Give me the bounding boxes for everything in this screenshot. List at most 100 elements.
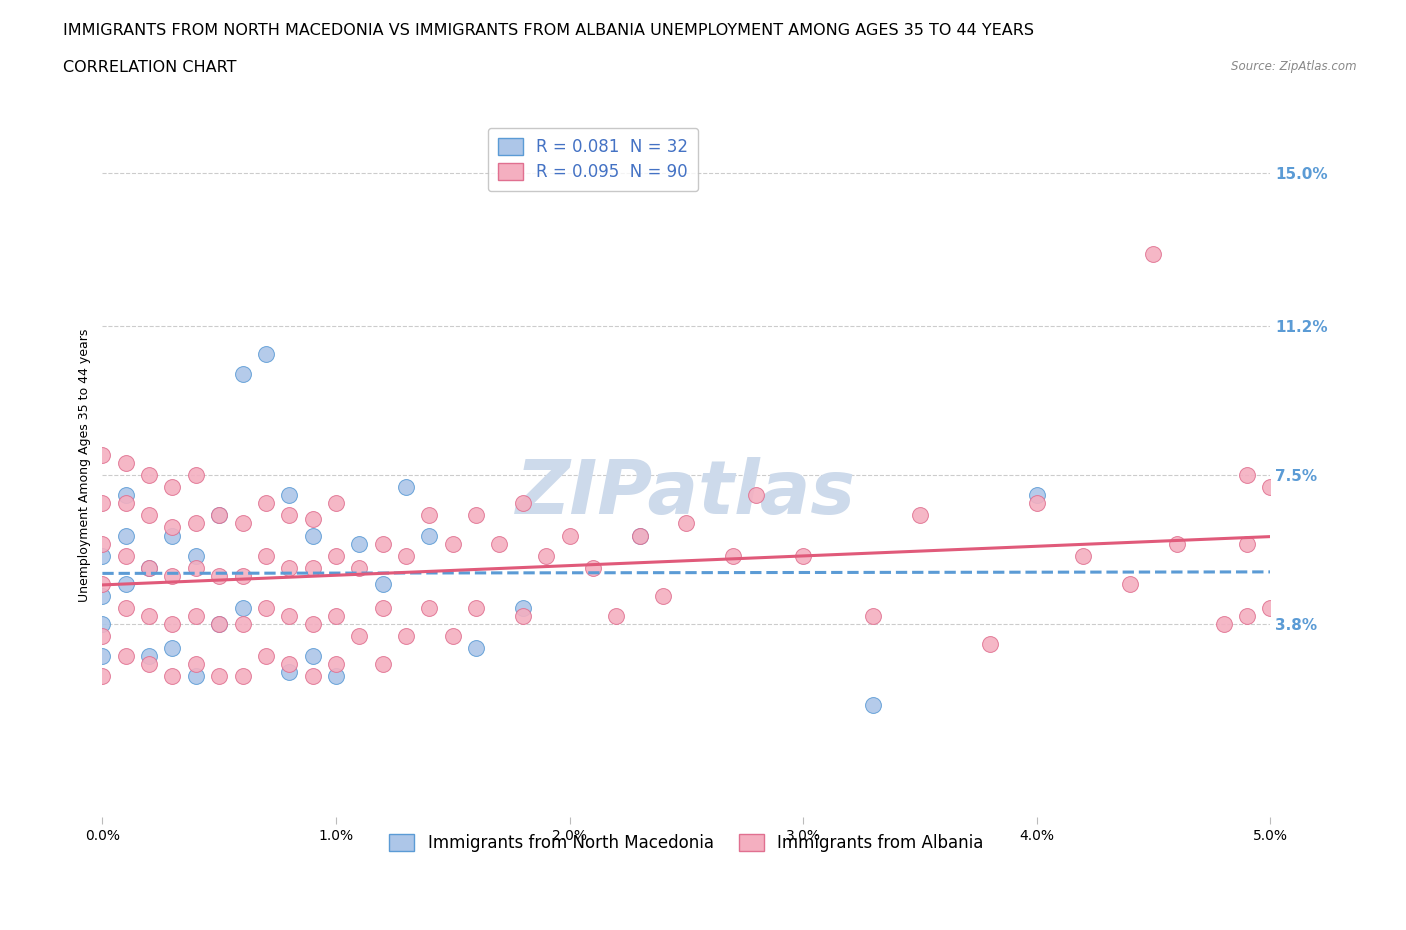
Point	[395, 480, 418, 495]
Point	[91, 496, 114, 511]
Point	[208, 617, 231, 631]
Point	[325, 657, 347, 671]
Point	[278, 508, 301, 523]
Point	[441, 629, 464, 644]
Legend: Immigrants from North Macedonia, Immigrants from Albania: Immigrants from North Macedonia, Immigra…	[382, 827, 990, 858]
Point	[371, 577, 394, 591]
Point	[138, 560, 160, 575]
Point	[441, 536, 464, 551]
Point	[675, 516, 697, 531]
Point	[1236, 468, 1258, 483]
Point	[208, 669, 231, 684]
Point	[1258, 601, 1281, 616]
Point	[325, 548, 347, 563]
Point	[1212, 617, 1234, 631]
Point	[395, 629, 418, 644]
Point	[208, 508, 231, 523]
Point	[1166, 536, 1188, 551]
Point	[184, 669, 207, 684]
Point	[325, 496, 347, 511]
Point	[91, 649, 114, 664]
Point	[745, 488, 768, 503]
Point	[325, 669, 347, 684]
Y-axis label: Unemployment Among Ages 35 to 44 years: Unemployment Among Ages 35 to 44 years	[79, 328, 91, 602]
Point	[1073, 548, 1095, 563]
Point	[162, 520, 184, 535]
Point	[534, 548, 557, 563]
Point	[628, 528, 651, 543]
Point	[652, 589, 675, 604]
Point	[628, 528, 651, 543]
Point	[162, 528, 184, 543]
Point	[184, 657, 207, 671]
Point	[301, 649, 323, 664]
Point	[138, 608, 160, 623]
Point	[301, 669, 323, 684]
Point	[231, 516, 253, 531]
Point	[371, 657, 394, 671]
Point	[1236, 608, 1258, 623]
Point	[184, 468, 207, 483]
Point	[208, 617, 231, 631]
Point	[512, 608, 534, 623]
Point	[1025, 488, 1047, 503]
Point	[91, 536, 114, 551]
Point	[138, 508, 160, 523]
Point	[114, 528, 136, 543]
Point	[371, 601, 394, 616]
Point	[184, 548, 207, 563]
Point	[162, 617, 184, 631]
Text: CORRELATION CHART: CORRELATION CHART	[63, 60, 236, 75]
Point	[114, 649, 136, 664]
Point	[325, 608, 347, 623]
Point	[138, 560, 160, 575]
Point	[231, 601, 253, 616]
Point	[278, 665, 301, 680]
Point	[162, 669, 184, 684]
Text: IMMIGRANTS FROM NORTH MACEDONIA VS IMMIGRANTS FROM ALBANIA UNEMPLOYMENT AMONG AG: IMMIGRANTS FROM NORTH MACEDONIA VS IMMIG…	[63, 23, 1035, 38]
Point	[278, 608, 301, 623]
Point	[114, 496, 136, 511]
Point	[558, 528, 581, 543]
Point	[278, 657, 301, 671]
Point	[91, 548, 114, 563]
Point	[605, 608, 627, 623]
Point	[371, 536, 394, 551]
Point	[465, 641, 488, 656]
Point	[1119, 577, 1142, 591]
Point	[138, 649, 160, 664]
Point	[91, 577, 114, 591]
Point	[1142, 246, 1164, 261]
Point	[162, 641, 184, 656]
Point	[465, 508, 488, 523]
Point	[301, 617, 323, 631]
Point	[162, 480, 184, 495]
Point	[184, 608, 207, 623]
Point	[418, 601, 440, 616]
Point	[208, 508, 231, 523]
Point	[1025, 496, 1047, 511]
Point	[488, 536, 510, 551]
Point	[465, 601, 488, 616]
Point	[184, 560, 207, 575]
Point	[138, 468, 160, 483]
Point	[114, 548, 136, 563]
Point	[582, 560, 605, 575]
Point	[721, 548, 744, 563]
Point	[231, 669, 253, 684]
Point	[91, 617, 114, 631]
Point	[349, 629, 371, 644]
Point	[301, 528, 323, 543]
Point	[254, 347, 277, 362]
Point	[114, 456, 136, 471]
Point	[114, 488, 136, 503]
Point	[418, 508, 440, 523]
Point	[301, 512, 323, 526]
Point	[254, 601, 277, 616]
Point	[301, 560, 323, 575]
Point	[208, 568, 231, 583]
Point	[254, 649, 277, 664]
Point	[278, 560, 301, 575]
Point	[254, 548, 277, 563]
Point	[395, 548, 418, 563]
